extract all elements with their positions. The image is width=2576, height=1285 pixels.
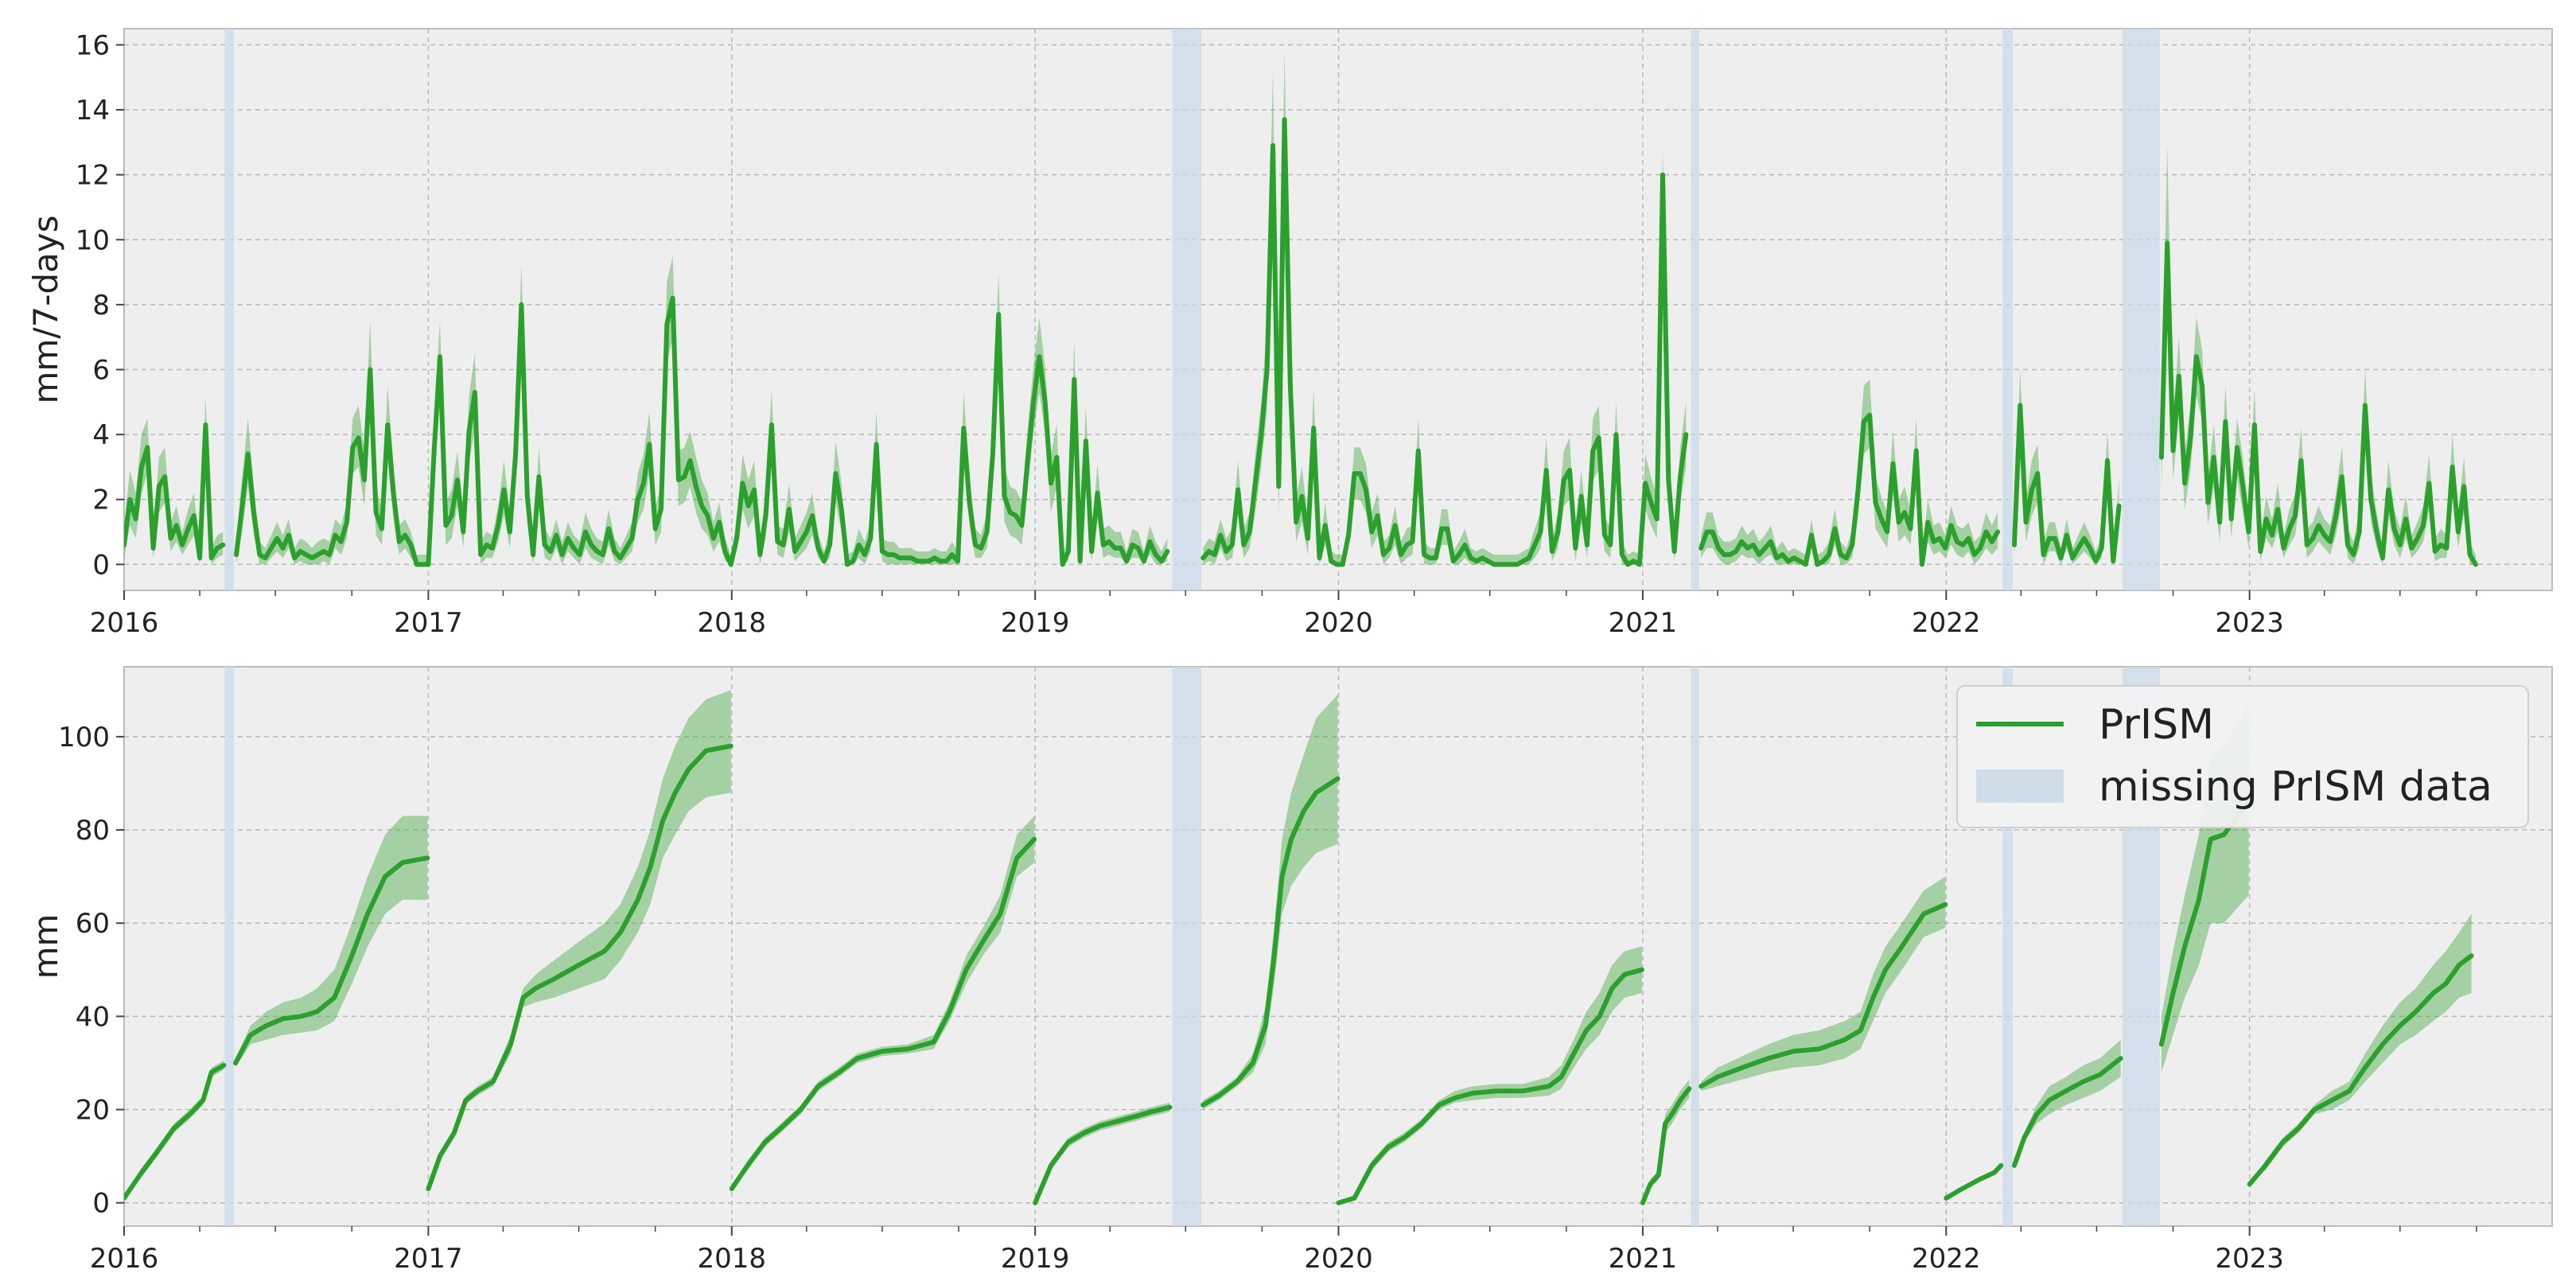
weekly-precipitation-panel: 0 2 4 6 8 10 12 14 16 2016 2017 2018 2019 2020 2021 202… (26, 28, 2553, 639)
series-line (1640, 1086, 1692, 1205)
missing-data-band (1172, 29, 1202, 590)
y-tick-label: 12 (76, 160, 110, 192)
x-tick-label: 2019 (1001, 607, 1070, 639)
series-line (2158, 799, 2251, 1047)
y-tick-label: 0 (92, 549, 110, 581)
uncertainty-band (1338, 946, 1642, 1203)
y-tick-label: 6 (92, 354, 110, 386)
missing-data-bands (224, 29, 2160, 590)
y-tick-label: 16 (76, 29, 110, 61)
series-line (2012, 1056, 2123, 1168)
x-tick-label: 2017 (394, 1243, 463, 1275)
x-tick-label: 2017 (394, 607, 463, 639)
x-tick-label: 2020 (1304, 607, 1373, 639)
missing-data-band (1691, 29, 1699, 590)
uncertainty-band (1701, 379, 1998, 565)
series-line (729, 836, 1037, 1192)
y-tick-label: 2 (92, 485, 110, 516)
uncertainty-band (235, 816, 428, 1068)
y-tick-label: 8 (92, 290, 110, 321)
series-line (1699, 412, 2001, 567)
series-line (1944, 1162, 2004, 1201)
missing-data-band (2002, 29, 2013, 590)
y-tick-label: 100 (58, 722, 110, 753)
x-tick-label: 2018 (698, 1243, 767, 1275)
series-line (1699, 901, 1948, 1089)
uncertainty-band (2249, 913, 2472, 1185)
series-line (2247, 953, 2474, 1187)
y-tick-label: 80 (76, 815, 110, 847)
legend-entry-missing: missing PrISM data (2099, 763, 2492, 811)
series-line (2012, 403, 2122, 564)
legend-entry-prism: PrISM (2099, 701, 2214, 749)
x-tick-label: 2023 (2215, 1243, 2284, 1275)
series-line (1336, 967, 1644, 1205)
legend-band-swatch (1976, 769, 2064, 803)
y-tick-label: 10 (76, 224, 110, 256)
series-line (2158, 240, 2478, 567)
x-tick-label: 2016 (90, 1243, 159, 1275)
x-tick-label: 2022 (1912, 607, 1981, 639)
y-tick-label: 60 (76, 908, 110, 940)
axes: 0 2 4 6 8 10 12 14 16 2016 2017 2018 2019 2020 2021 202… (76, 29, 2477, 639)
missing-data-band (1691, 667, 1699, 1226)
uncertainty-band (2014, 1039, 2121, 1168)
series-line (1200, 117, 1689, 567)
cumulative-precipitation-panel: 0 20 40 60 80 100 2016 2017 2018 2019 2020 2021 2022… (26, 666, 2553, 1275)
missing-data-band (2122, 29, 2160, 590)
x-tick-label: 2016 (90, 607, 159, 639)
axes: 0 20 40 60 80 100 2016 2017 2018 2019 2020 2021 2022… (58, 722, 2477, 1275)
y-tick-label: 4 (92, 419, 110, 451)
series-line (234, 295, 1170, 567)
uncertainty-band (1203, 695, 1338, 1110)
series-line (124, 422, 226, 561)
missing-data-band (224, 29, 234, 590)
x-tick-label: 2020 (1304, 1243, 1373, 1275)
y-tick-label: 40 (76, 1001, 110, 1033)
y-tick-label: 0 (92, 1188, 110, 1220)
series-prism (124, 51, 2478, 567)
x-tick-label: 2021 (1609, 1243, 1678, 1275)
y-axis-label: mm/7-days (26, 216, 65, 404)
x-tick-label: 2018 (698, 607, 767, 639)
series-line (124, 1062, 227, 1201)
legend-box (1956, 685, 2529, 828)
y-axis-label: mm (26, 914, 65, 979)
series-line (1200, 776, 1341, 1108)
legend: PrISM missing PrISM data (1956, 685, 2529, 828)
series-line (1033, 1104, 1173, 1205)
series-line (426, 743, 733, 1192)
uncertainty-band (1642, 1079, 1690, 1203)
x-tick-label: 2022 (1912, 1243, 1981, 1275)
missing-data-band (224, 667, 234, 1226)
series-line (233, 855, 430, 1065)
x-tick-label: 2023 (2215, 607, 2284, 639)
series-prism (124, 690, 2474, 1205)
y-tick-label: 20 (76, 1095, 110, 1127)
x-tick-label: 2019 (1001, 1243, 1070, 1275)
x-tick-label: 2021 (1609, 607, 1678, 639)
y-tick-label: 14 (76, 95, 110, 127)
missing-data-band (1172, 667, 1202, 1226)
